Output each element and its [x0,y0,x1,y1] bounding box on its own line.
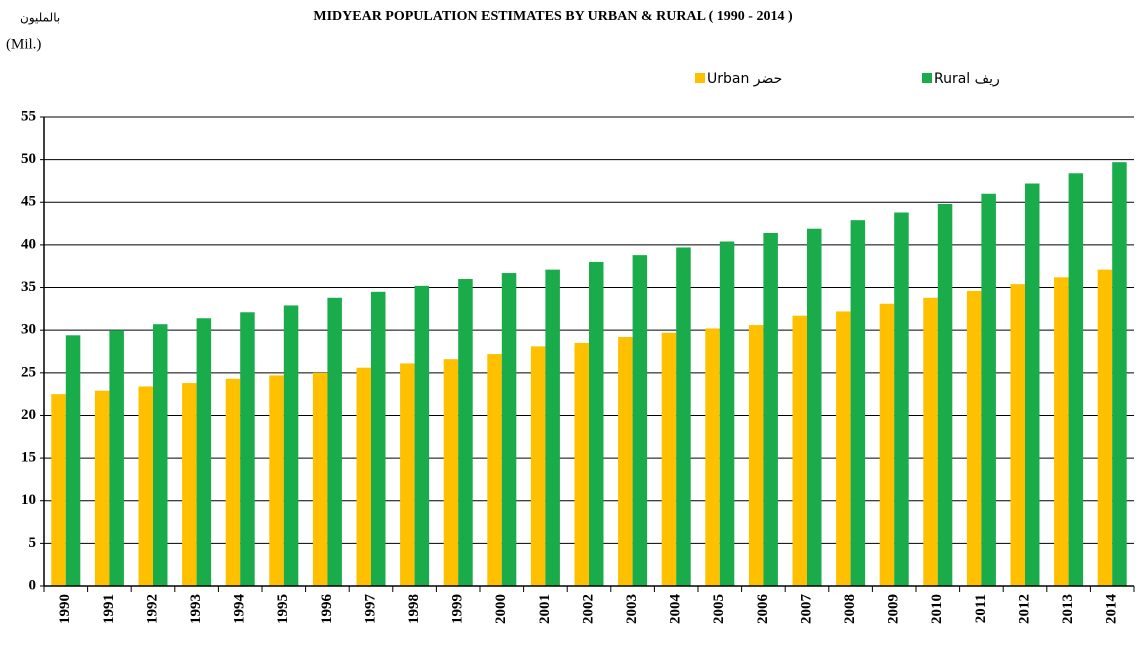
bar [1010,284,1025,586]
bar [618,337,633,586]
x-tick-label: 2014 [1104,594,1120,625]
x-tick-label: 2009 [886,594,902,624]
y-tick-label: 35 [21,279,36,295]
x-tick-label: 1996 [319,594,335,625]
bar [458,279,473,586]
y-tick-label: 55 [21,108,36,124]
bar [923,297,938,586]
bar [1054,277,1069,586]
bar [153,324,168,586]
x-tick-label: 1993 [188,594,204,624]
x-tick-label: 2003 [624,594,640,624]
y-tick-label: 20 [21,407,36,423]
bar [632,255,648,586]
legend-label: Urban حضر [707,71,782,87]
x-tick-label: 2004 [668,594,684,625]
chart-title: MIDYEAR POPULATION ESTIMATES BY URBAN & … [313,9,793,24]
bar [530,346,546,586]
x-tick-label: 2011 [973,594,989,623]
bar [65,335,81,586]
x-tick-label: 2013 [1060,594,1076,624]
x-tick-label: 1999 [450,594,466,624]
bar [138,386,153,586]
x-tick-label: 2010 [929,594,945,624]
bar [850,220,866,586]
bar [51,394,66,586]
bar [283,305,299,586]
x-tick-label: 1994 [232,594,248,625]
x-tick-label: 2007 [798,594,814,625]
bar [487,354,502,586]
x-tick-label: 1990 [57,594,73,624]
bar [414,285,430,586]
bar [1112,162,1127,586]
bar [312,372,328,586]
bar [1097,269,1113,586]
bar [589,261,604,586]
unit-label: (Mil.) [6,36,41,52]
x-tick-label: 1992 [144,594,160,624]
bar [792,315,807,586]
bar [94,390,110,586]
bar [966,290,982,586]
bar [836,311,851,586]
bar [705,328,720,586]
y-tick-label: 40 [21,236,36,252]
x-tick-label: 1995 [275,594,291,624]
bar [763,232,778,587]
unit-arabic: بالمليون [20,11,60,26]
bar [894,212,909,587]
bar [981,193,996,586]
bar [182,383,197,586]
legend-swatch [922,73,932,83]
y-tick-label: 0 [29,577,37,593]
x-tick-label: 1998 [406,594,422,624]
y-tick-label: 10 [21,492,36,508]
y-tick-label: 25 [21,364,36,380]
x-tick-label: 2006 [755,594,771,625]
x-tick-label: 2000 [493,594,509,624]
bar [225,378,241,586]
x-tick-label: 2008 [842,594,858,624]
bar [545,269,560,586]
y-tick-label: 5 [29,535,37,551]
bar [501,273,517,586]
y-tick-label: 30 [21,322,36,338]
bar [240,312,255,586]
bar [661,332,677,586]
bar [879,303,895,586]
y-tick-label: 45 [21,194,36,210]
legend-swatch [695,73,705,83]
bar [443,359,459,586]
bar [719,241,735,587]
bar [807,228,822,586]
bar [748,325,764,586]
bar [327,297,342,586]
legend-label: Rural ريف [934,71,1000,87]
y-tick-label: 15 [21,450,36,466]
y-tick-label: 50 [21,151,36,167]
bar [676,247,691,586]
bar [937,203,953,586]
x-tick-label: 2012 [1016,594,1032,624]
bar [400,363,415,586]
x-tick-label: 1991 [101,594,117,624]
bar [356,367,371,586]
x-tick-label: 2005 [711,594,727,624]
x-tick-label: 2001 [537,594,553,624]
bar [371,291,386,586]
bar [1025,183,1040,586]
bar [109,330,124,586]
bar [574,342,589,586]
bar [196,318,212,586]
bar [269,375,284,586]
x-tick-label: 2002 [580,594,596,624]
x-tick-label: 1997 [362,594,378,625]
bar [1068,173,1084,586]
